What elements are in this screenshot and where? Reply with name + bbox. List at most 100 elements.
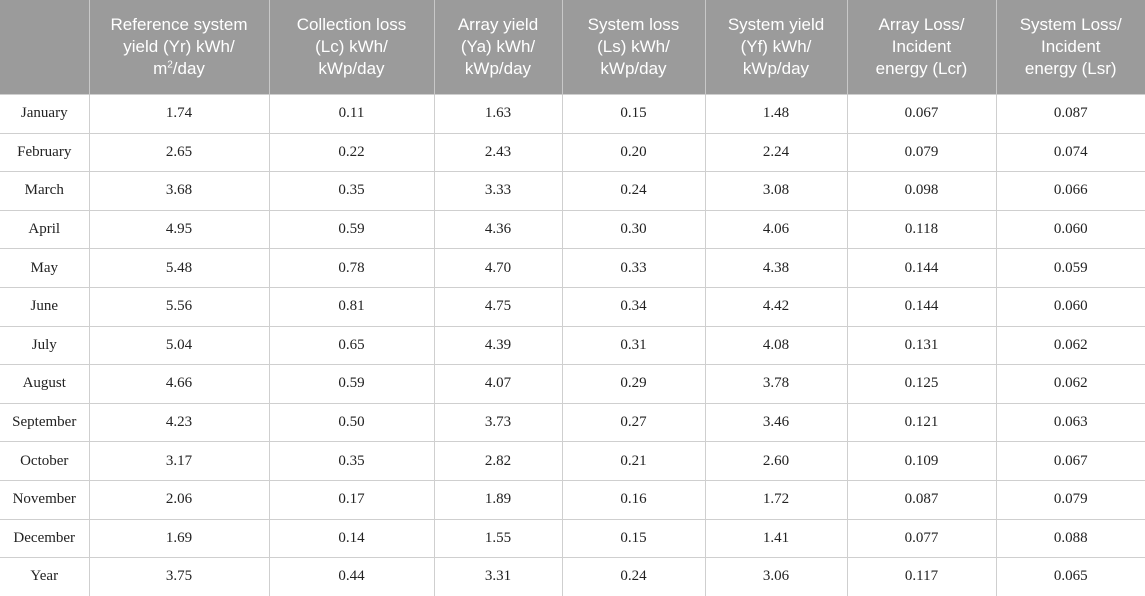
table-cell: 0.144 [846, 248, 997, 288]
row-label-cell: April [0, 209, 90, 250]
row-label-cell: November [0, 479, 90, 520]
table-cell: 3.17 [88, 441, 270, 481]
table-cell: 1.63 [433, 94, 563, 134]
table-cell: 0.50 [268, 402, 435, 443]
table-cell: 4.95 [88, 209, 270, 250]
column-header: Reference system yield (Yr) kWh/m2/day [88, 0, 269, 95]
table-cell: 3.08 [704, 171, 848, 211]
header-cell-month [0, 0, 89, 95]
table-cell: 3.73 [433, 402, 563, 443]
header-line: m [153, 59, 168, 78]
table-cell: 4.70 [433, 248, 563, 288]
table-cell: 2.24 [704, 132, 848, 173]
table-cell: 5.04 [88, 325, 270, 366]
table-cell: 4.39 [433, 325, 563, 366]
table-cell: 0.125 [846, 364, 997, 404]
table-row: January 1.74 0.11 1.63 0.15 1.48 0.067 0.087 [0, 94, 1145, 134]
header-line: energy (Lcr) [875, 59, 968, 78]
table-cell: 0.121 [846, 402, 997, 443]
row-label-cell: December [0, 518, 90, 559]
table-cell: 0.35 [268, 441, 435, 481]
table-cell: 0.079 [846, 132, 997, 173]
table-cell: 0.21 [561, 441, 706, 481]
table-row: May 5.48 0.78 4.70 0.33 4.38 0.144 0.059 [0, 248, 1145, 288]
table-cell: 4.36 [433, 209, 563, 250]
row-label-cell: July [0, 325, 90, 366]
table-cell: 0.074 [995, 132, 1145, 173]
table-cell: 0.063 [995, 402, 1145, 443]
table-cell: 1.74 [88, 94, 270, 134]
table-cell: 3.68 [88, 171, 270, 211]
header-line: Collection loss [296, 15, 407, 34]
table-row: September 4.23 0.50 3.73 0.27 3.46 0.121 0.063 [0, 402, 1145, 443]
table-cell: 0.17 [268, 479, 435, 520]
table-cell: 2.82 [433, 441, 563, 481]
header-line: Array yield [457, 15, 539, 34]
header-line: Incident [891, 37, 952, 56]
header-line: (Yf) kWh/ [740, 37, 812, 56]
table-cell: 2.06 [88, 479, 270, 520]
header-line: kWp/day [742, 59, 810, 78]
table-cell: 0.087 [846, 479, 997, 520]
table-cell: 1.72 [704, 479, 848, 520]
table-cell: 0.098 [846, 171, 997, 211]
table-row: June 5.56 0.81 4.75 0.34 4.42 0.144 0.060 [0, 286, 1145, 327]
table-cell: 0.24 [561, 557, 706, 596]
table-cell: 0.20 [561, 132, 706, 173]
row-label-cell: August [0, 364, 90, 404]
table-cell: 3.78 [704, 364, 848, 404]
table-cell: 3.75 [88, 557, 270, 596]
header-line: yield (Yr) kWh/ [123, 37, 235, 56]
column-header: Array Loss/Incident energy (Lcr) [846, 0, 996, 95]
table-cell: 3.46 [704, 402, 848, 443]
table-cell: 3.06 [704, 557, 848, 596]
table-cell: 0.65 [268, 325, 435, 366]
table-cell: 2.60 [704, 441, 848, 481]
row-label-cell: October [0, 441, 90, 481]
table-cell: 0.059 [995, 248, 1145, 288]
header-superscript: 2 [167, 59, 173, 71]
table-row: Year 3.75 0.44 3.31 0.24 3.06 0.117 0.065 [0, 557, 1145, 596]
table-cell: 4.75 [433, 286, 563, 327]
table-cell: 2.65 [88, 132, 270, 173]
row-label-cell: February [0, 132, 90, 173]
row-label-cell: March [0, 171, 90, 211]
table-row: March 3.68 0.35 3.33 0.24 3.08 0.098 0.066 [0, 171, 1145, 211]
table-row: October 3.17 0.35 2.82 0.21 2.60 0.109 0.067 [0, 441, 1145, 481]
table-cell: 0.117 [846, 557, 997, 596]
table-cell: 0.062 [995, 325, 1145, 366]
table-cell: 5.48 [88, 248, 270, 288]
table-cell: 1.55 [433, 518, 563, 559]
table-cell: 0.060 [995, 286, 1145, 327]
table-cell: 0.78 [268, 248, 435, 288]
table-cell: 0.14 [268, 518, 435, 559]
row-label-cell: June [0, 286, 90, 327]
table-cell: 4.06 [704, 209, 848, 250]
table-cell: 0.11 [268, 94, 435, 134]
header-line: energy (Lsr) [1024, 59, 1117, 78]
table-cell: 4.42 [704, 286, 848, 327]
table-cell: 0.118 [846, 209, 997, 250]
table-cell: 0.35 [268, 171, 435, 211]
table-cell: 0.062 [995, 364, 1145, 404]
table-cell: 0.22 [268, 132, 435, 173]
table-cell: 0.067 [846, 94, 997, 134]
header-line: (Lc) kWh/ [315, 37, 388, 56]
row-label-cell: January [0, 94, 90, 134]
table-cell: 1.41 [704, 518, 848, 559]
table-cell: 1.89 [433, 479, 563, 520]
header-line: (Ya) kWh/ [460, 37, 536, 56]
table-cell: 0.065 [995, 557, 1145, 596]
header-line: System yield [727, 15, 825, 34]
table-cell: 3.31 [433, 557, 563, 596]
table-cell: 0.44 [268, 557, 435, 596]
table-cell: 0.15 [561, 518, 706, 559]
table-row: April 4.95 0.59 4.36 0.30 4.06 0.118 0.060 [0, 209, 1145, 250]
table-cell: 4.38 [704, 248, 848, 288]
table-cell: 0.109 [846, 441, 997, 481]
column-header: System yield (Yf) kWh/kWp/day [704, 0, 847, 95]
row-label-cell: September [0, 402, 90, 443]
table-cell: 0.27 [561, 402, 706, 443]
table-row: December 1.69 0.14 1.55 0.15 1.41 0.077 0.088 [0, 518, 1145, 559]
